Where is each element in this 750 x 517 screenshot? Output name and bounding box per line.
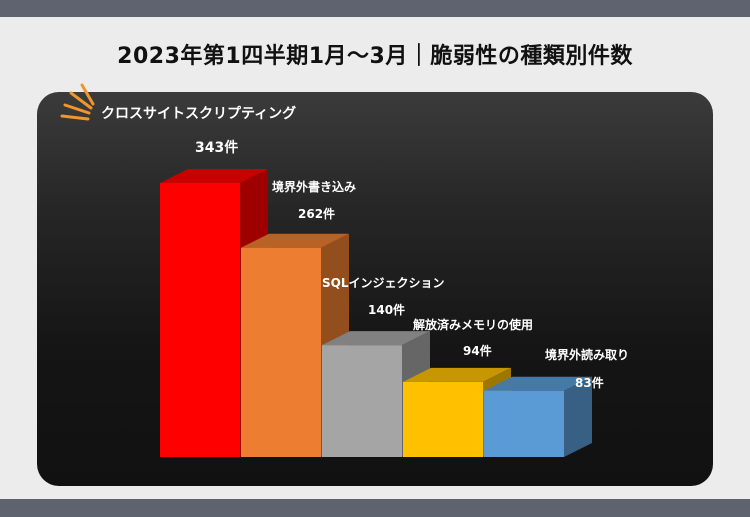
bar-5 <box>484 376 592 457</box>
category-label-2: 境界外書き込み <box>272 179 356 194</box>
bottom-band <box>0 499 750 517</box>
bar-top-4 <box>403 367 511 382</box>
bar-front-3 <box>322 345 402 457</box>
data-label-2: 262件 <box>298 206 335 221</box>
bar-front-5 <box>484 390 564 457</box>
bar-front-1 <box>160 183 240 457</box>
bar-side-5 <box>564 376 592 457</box>
data-label-4: 94件 <box>463 343 492 358</box>
chart-title: クロスサイトスクリプティング <box>101 106 297 122</box>
category-label-3: SQLインジェクション <box>322 276 445 290</box>
bar-top-2 <box>241 233 349 248</box>
data-label-3: 140件 <box>368 302 405 317</box>
bar-front-4 <box>403 381 483 457</box>
data-label-5: 83件 <box>575 375 604 390</box>
bar-top-1 <box>160 169 268 183</box>
top-band <box>0 0 750 17</box>
sparkle-accent-icon <box>60 83 95 121</box>
bar-front-2 <box>241 247 321 457</box>
bar-top-3 <box>322 331 430 346</box>
bar-top-5 <box>484 376 592 391</box>
category-label-5: 境界外読み取り <box>545 347 629 362</box>
page-title: 2023年第1四半期1月〜3月｜脆弱性の種類別件数 <box>117 44 633 69</box>
category-label-4: 解放済みメモリの使用 <box>413 317 533 332</box>
data-label-1: 343件 <box>195 139 238 156</box>
